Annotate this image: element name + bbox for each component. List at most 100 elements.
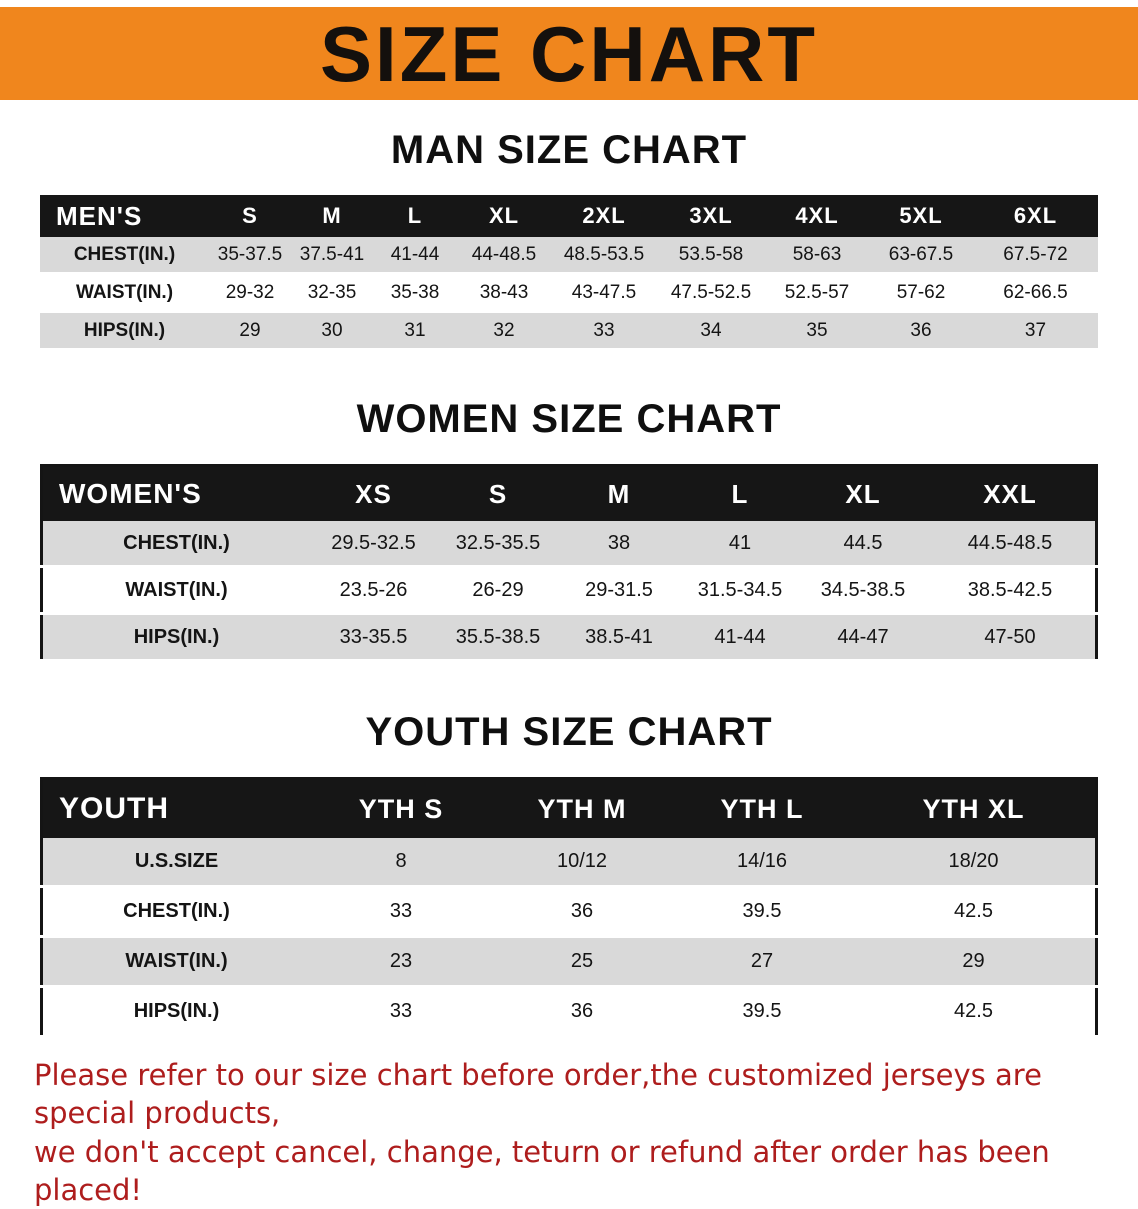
size-column-header: 2XL	[551, 195, 657, 237]
value-cell: 35	[765, 311, 869, 351]
value-cell: 38	[559, 521, 679, 568]
table-row: WAIST(IN.) 29-32 32-35 35-38 38-43 43-47.5 47.…	[40, 273, 1098, 313]
value-cell: 25	[492, 936, 672, 988]
value-cell: 41-44	[679, 613, 801, 662]
value-cell: 29	[209, 311, 291, 351]
disclaimer-line-1: Please refer to our size chart before or…	[34, 1058, 1042, 1131]
value-cell: 44-47	[801, 613, 925, 662]
size-column-header: YTH M	[492, 778, 672, 838]
value-cell: 44-48.5	[457, 237, 551, 275]
size-column-header: YTH XL	[852, 778, 1097, 838]
value-cell: 58-63	[765, 237, 869, 275]
value-cell: 44.5	[801, 521, 925, 568]
table-row: HIPS(IN.) 33 36 39.5 42.5	[41, 986, 1097, 1038]
table-header-row: WOMEN'S XS S M L XL XXL	[41, 465, 1097, 521]
value-cell: 29	[852, 936, 1097, 988]
men-section-heading: MAN SIZE CHART	[390, 128, 748, 172]
size-column-header: M	[559, 465, 679, 521]
banner: SIZE CHART	[0, 7, 1138, 100]
value-cell: 8	[310, 838, 492, 888]
value-cell: 39.5	[672, 886, 852, 938]
row-label-cell: U.S.SIZE	[41, 838, 310, 888]
size-column-header: XS	[310, 465, 437, 521]
size-column-header: L	[679, 465, 801, 521]
women-section-heading: WOMEN SIZE CHART	[356, 397, 782, 441]
table-title-cell: MEN'S	[40, 195, 209, 237]
table-header-row: YOUTH YTH S YTH M YTH L YTH XL	[41, 778, 1097, 838]
value-cell: 23.5-26	[310, 566, 437, 615]
value-cell: 39.5	[672, 986, 852, 1038]
value-cell: 10/12	[492, 838, 672, 888]
men-size-table: MEN'S S M L XL 2XL 3XL 4XL 5XL 6XL CHEST(IN.) 35-37…	[40, 195, 1098, 351]
size-chart-page: SIZE CHART MAN SIZE CHART MEN'S S M L XL 2XL 3…	[0, 7, 1138, 1209]
value-cell: 47-50	[925, 613, 1097, 662]
row-label-cell: WAIST(IN.)	[40, 273, 209, 313]
row-label-cell: WAIST(IN.)	[41, 566, 310, 615]
value-cell: 35-37.5	[209, 237, 291, 275]
size-column-header: M	[291, 195, 373, 237]
value-cell: 23	[310, 936, 492, 988]
value-cell: 47.5-52.5	[657, 273, 765, 313]
value-cell: 33	[551, 311, 657, 351]
value-cell: 32-35	[291, 273, 373, 313]
disclaimer-note: Please refer to our size chart before or…	[0, 1056, 1138, 1209]
value-cell: 26-29	[437, 566, 559, 615]
value-cell: 48.5-53.5	[551, 237, 657, 275]
size-column-header: 5XL	[869, 195, 973, 237]
row-label-cell: HIPS(IN.)	[41, 613, 310, 662]
value-cell: 38.5-42.5	[925, 566, 1097, 615]
size-column-header: XL	[801, 465, 925, 521]
value-cell: 14/16	[672, 838, 852, 888]
table-row: CHEST(IN.) 33 36 39.5 42.5	[41, 886, 1097, 938]
table-row: HIPS(IN.) 29 30 31 32 33 34 35 36 37	[40, 311, 1098, 351]
value-cell: 31	[373, 311, 457, 351]
size-column-header: XL	[457, 195, 551, 237]
value-cell: 57-62	[869, 273, 973, 313]
value-cell: 52.5-57	[765, 273, 869, 313]
size-column-header: S	[437, 465, 559, 521]
youth-section: YOUTH SIZE CHART YOUTH YTH S YTH M YTH L YTH…	[0, 710, 1138, 1038]
size-column-header: YTH S	[310, 778, 492, 838]
table-header-row: MEN'S S M L XL 2XL 3XL 4XL 5XL 6XL	[40, 195, 1098, 237]
size-column-header: 4XL	[765, 195, 869, 237]
value-cell: 35.5-38.5	[437, 613, 559, 662]
value-cell: 41	[679, 521, 801, 568]
value-cell: 37	[973, 311, 1098, 351]
value-cell: 29-32	[209, 273, 291, 313]
table-row: WAIST(IN.) 23 25 27 29	[41, 936, 1097, 988]
value-cell: 36	[869, 311, 973, 351]
size-column-header: 6XL	[973, 195, 1098, 237]
value-cell: 34	[657, 311, 765, 351]
table-row: CHEST(IN.) 29.5-32.5 32.5-35.5 38 41 44.5 44.5…	[41, 521, 1097, 568]
value-cell: 35-38	[373, 273, 457, 313]
women-size-table: WOMEN'S XS S M L XL XXL CHEST(IN.) 29.5-32.5 32.5…	[40, 464, 1098, 662]
value-cell: 43-47.5	[551, 273, 657, 313]
size-column-header: XXL	[925, 465, 1097, 521]
value-cell: 63-67.5	[869, 237, 973, 275]
row-label-cell: WAIST(IN.)	[41, 936, 310, 988]
value-cell: 36	[492, 986, 672, 1038]
value-cell: 67.5-72	[973, 237, 1098, 275]
youth-section-heading: YOUTH SIZE CHART	[365, 710, 773, 754]
disclaimer-line-2: we don't accept cancel, change, teturn o…	[34, 1134, 1050, 1207]
value-cell: 36	[492, 886, 672, 938]
row-label-cell: CHEST(IN.)	[40, 237, 209, 275]
value-cell: 38.5-41	[559, 613, 679, 662]
value-cell: 38-43	[457, 273, 551, 313]
row-label-cell: HIPS(IN.)	[40, 311, 209, 351]
row-label-cell: HIPS(IN.)	[41, 986, 310, 1038]
value-cell: 18/20	[852, 838, 1097, 888]
size-column-header: S	[209, 195, 291, 237]
page-title: SIZE CHART	[320, 9, 818, 98]
value-cell: 42.5	[852, 986, 1097, 1038]
size-column-header: YTH L	[672, 778, 852, 838]
women-section: WOMEN SIZE CHART WOMEN'S XS S M L XL XXL CHEST(…	[0, 397, 1138, 662]
youth-size-table: YOUTH YTH S YTH M YTH L YTH XL U.S.SIZE 8 10/12…	[40, 777, 1098, 1038]
value-cell: 31.5-34.5	[679, 566, 801, 615]
value-cell: 42.5	[852, 886, 1097, 938]
value-cell: 32.5-35.5	[437, 521, 559, 568]
value-cell: 29.5-32.5	[310, 521, 437, 568]
table-row: U.S.SIZE 8 10/12 14/16 18/20	[41, 838, 1097, 888]
table-row: WAIST(IN.) 23.5-26 26-29 29-31.5 31.5-34.5 34…	[41, 566, 1097, 615]
value-cell: 27	[672, 936, 852, 988]
